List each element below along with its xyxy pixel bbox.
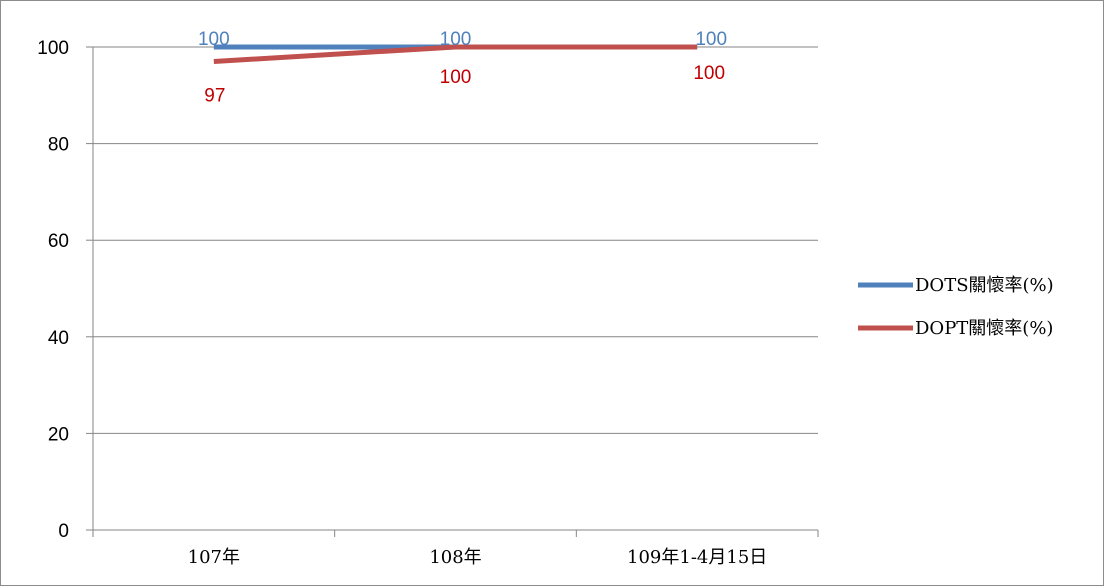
data-label: 100 xyxy=(440,67,472,88)
y-tick-label: 80 xyxy=(48,135,69,156)
x-axis-ticks: 107年 108年 109年1-4月15日 xyxy=(92,530,819,568)
y-axis-ticks: 0 20 40 60 80 100 xyxy=(37,38,93,542)
legend: DOTS關懷率(%) DOPT關懷率(%) xyxy=(858,275,1054,339)
legend-label: DOTS關懷率(%) xyxy=(915,275,1054,296)
y-tick-label: 100 xyxy=(37,38,69,59)
y-tick-label: 40 xyxy=(48,328,69,349)
data-labels: 100 100 100 97 100 100 xyxy=(198,29,727,106)
axes xyxy=(92,47,818,531)
y-tick-label: 0 xyxy=(58,521,69,542)
data-label: 100 xyxy=(198,29,230,50)
x-tick-label: 107年 xyxy=(188,547,240,568)
data-label: 100 xyxy=(440,29,472,50)
data-label: 100 xyxy=(695,29,727,50)
gridlines xyxy=(93,46,818,434)
y-tick-label: 20 xyxy=(48,424,69,445)
legend-label: DOPT關懷率(%) xyxy=(915,318,1053,339)
series-lines xyxy=(213,44,698,64)
y-tick-label: 60 xyxy=(48,231,69,252)
data-label: 97 xyxy=(204,85,225,106)
series-line xyxy=(213,44,698,64)
data-label: 100 xyxy=(693,63,725,84)
x-tick-label: 108年 xyxy=(429,547,481,568)
x-tick-label: 109年1-4月15日 xyxy=(627,547,767,568)
